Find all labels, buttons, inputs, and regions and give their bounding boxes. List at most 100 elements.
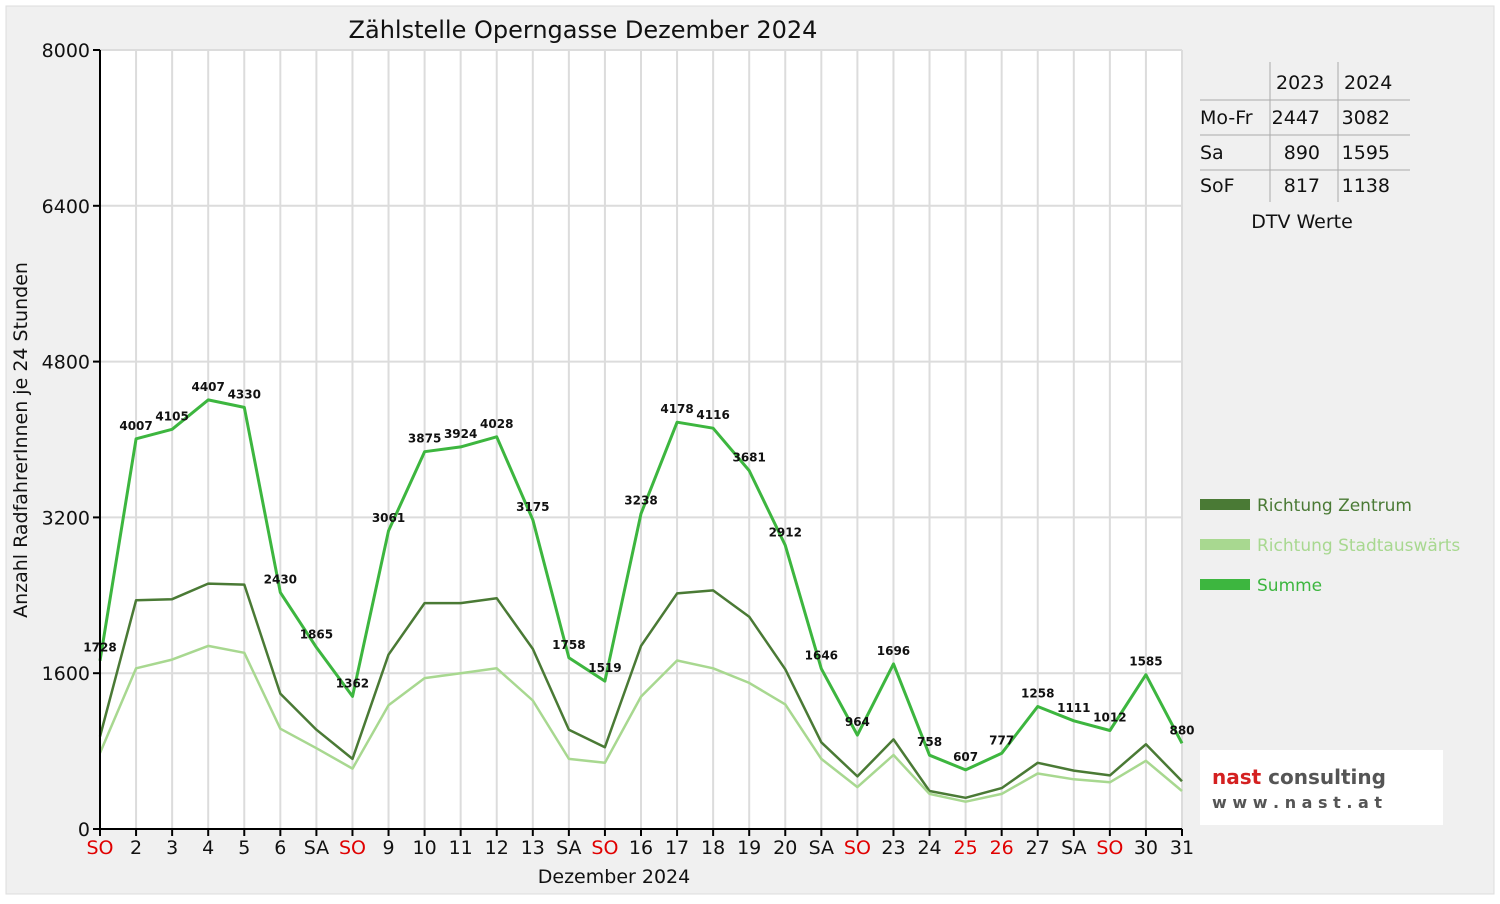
x-tick-label: SO [844,837,871,859]
x-tick-label: 30 [1134,837,1158,859]
data-labels: 1728400741054407433024301865136230613875… [83,380,1194,764]
data-label: 1758 [552,638,585,652]
table-header-2024: 2024 [1344,72,1392,94]
table-cell: 3082 [1342,107,1390,129]
series-line-richtung-zentrum [98,582,1183,800]
x-tick-label: 2 [130,837,142,859]
x-tick-label: 20 [773,837,797,859]
x-tick-label: 12 [485,837,509,859]
table-cell: 1138 [1342,175,1390,197]
x-tick-label: 31 [1170,837,1194,859]
x-tick-label: 24 [917,837,941,859]
data-label: 4105 [155,409,188,423]
logo-box [1200,750,1443,825]
x-tick-label: 10 [413,837,437,859]
data-label: 880 [1169,723,1194,737]
data-label: 3061 [372,511,405,525]
x-tick-label: 6 [274,837,286,859]
table-cell: 817 [1284,175,1320,197]
table-caption: DTV Werte [1251,211,1353,233]
data-label: 3175 [516,500,549,514]
legend: Richtung Zentrum Richtung Stadtauswärts Su… [1200,496,1460,596]
x-tick-label: 27 [1026,837,1050,859]
data-label: 4178 [660,402,693,416]
data-label: 4330 [228,387,261,401]
x-tick-label: SO [591,837,618,859]
data-label: 1696 [877,644,910,658]
x-tick-label: 9 [382,837,394,859]
x-tick-label: 25 [954,837,978,859]
table-cell: 890 [1284,142,1320,164]
data-label: 1519 [588,661,621,675]
data-label: 3875 [408,432,441,446]
table-row-label: SoF [1200,175,1235,197]
y-tick-label: 8000 [42,40,90,62]
y-axis-label: Anzahl RadfahrerInnen je 24 Stunden [10,262,32,618]
data-label: 1258 [1021,687,1054,701]
data-label: 1585 [1129,655,1162,669]
legend-label: Richtung Stadtauswärts [1257,536,1460,556]
x-tick-label: 18 [701,837,725,859]
y-tick-label: 3200 [42,507,90,529]
x-tick-label: SA [304,837,329,859]
chart-title: Zählstelle Operngasse Dezember 2024 [349,16,818,44]
y-tick-label: 6400 [42,196,90,218]
data-label: 964 [845,715,870,729]
x-tick-label: 16 [629,837,653,859]
data-label: 4007 [119,419,152,433]
data-label: 4407 [191,380,224,394]
data-label: 1646 [805,649,838,663]
data-label: 758 [917,735,942,749]
x-tick-label: SO [339,837,366,859]
logo: nast consulting w w w . n a s t . a t [1200,750,1443,825]
legend-swatch [1200,539,1250,550]
x-tick-label: SO [1096,837,1123,859]
table-cell: 2447 [1272,107,1320,129]
table-row-label: Sa [1200,142,1224,164]
data-label: 1865 [300,627,333,641]
x-tick-label: 3 [166,837,178,859]
data-label: 2430 [264,572,297,586]
x-tick-label: 19 [737,837,761,859]
x-axis-label: Dezember 2024 [538,866,690,888]
data-label: 607 [953,750,978,764]
legend-label: Richtung Zentrum [1257,496,1412,516]
data-label: 1012 [1093,710,1126,724]
x-tick-label: SA [809,837,834,859]
data-label: 1362 [336,676,369,690]
x-tick-label: SA [1061,837,1086,859]
data-label: 3238 [624,494,657,508]
data-label: 4028 [480,417,513,431]
logo-url: w w w . n a s t . a t [1212,793,1382,812]
legend-label: Summe [1257,576,1322,596]
x-tick-label: SA [556,837,581,859]
table-cell: 1595 [1342,142,1390,164]
data-label: 1111 [1057,701,1090,715]
x-tick-label: SO [86,837,113,859]
table-header-2023: 2023 [1276,72,1324,94]
x-tick-label: 5 [238,837,250,859]
series-group [98,398,1184,803]
series-line-summe [98,398,1184,772]
data-label: 2912 [769,525,802,539]
y-tick-label: 4800 [42,352,90,374]
x-tick-label: 4 [202,837,214,859]
logo-text: nast consulting [1212,765,1386,789]
x-tick-label: 26 [990,837,1014,859]
y-tick-label: 1600 [42,663,90,685]
dtv-table: 2023 2024 Mo-Fr 2447 3082 Sa 890 1595 So… [1200,62,1410,233]
x-tick-label: 23 [881,837,905,859]
data-label: 4116 [696,408,729,422]
x-tick-label: 17 [665,837,689,859]
y-ticks: 0 1600 3200 4800 6400 8000 [42,40,100,841]
x-tick-label: 11 [449,837,473,859]
data-label: 3681 [732,451,765,465]
legend-swatch [1200,579,1250,590]
x-ticks: SO 2 3 4 5 6 SA SO 9 10 11 12 13 SA SO 16 17 18 19 20 SA SO 23… [86,829,1194,859]
x-tick-label: 13 [521,837,545,859]
legend-swatch [1200,499,1250,510]
y-tick-label: 0 [78,819,90,841]
series-line-richtung-stadtauswärts [98,644,1183,803]
